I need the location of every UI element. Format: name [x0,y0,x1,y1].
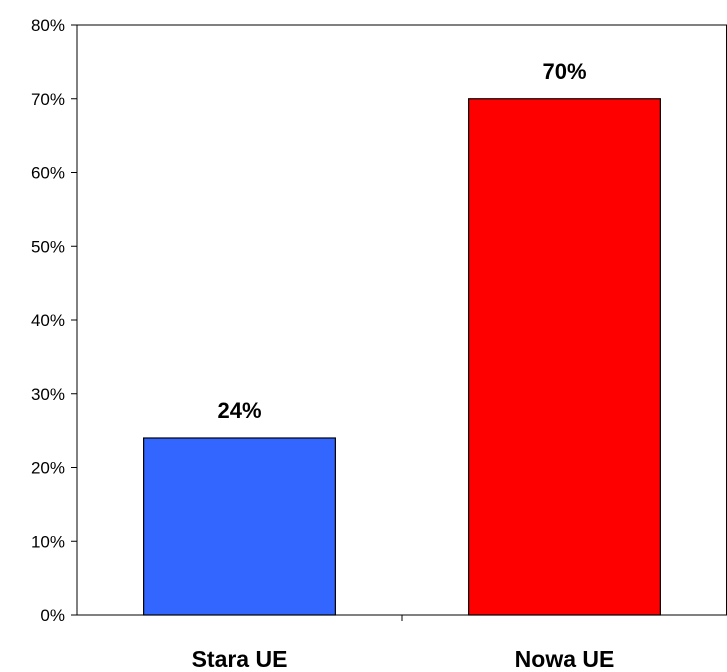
y-tick-label: 60% [31,164,65,183]
y-tick-label: 40% [31,311,65,330]
y-tick-label: 30% [31,385,65,404]
bar-1 [143,437,336,616]
x-axis: Stara UE Nowa UE [192,615,615,672]
bar-2 [468,98,661,616]
bars: 24% 70% [143,59,661,616]
data-label: 24% [217,398,261,423]
data-label: 70% [542,59,586,84]
category-label: Stara UE [192,646,288,672]
y-tick-label: 0% [40,606,65,625]
y-axis: 0% 10% 20% 30% 40% 50% 60% 70% 80% [31,16,77,625]
y-tick-label: 10% [31,532,65,551]
y-tick-label: 80% [31,16,65,35]
category-label: Nowa UE [515,646,615,672]
y-tick-label: 20% [31,459,65,478]
y-tick-label: 70% [31,90,65,109]
y-tick-label: 50% [31,237,65,256]
